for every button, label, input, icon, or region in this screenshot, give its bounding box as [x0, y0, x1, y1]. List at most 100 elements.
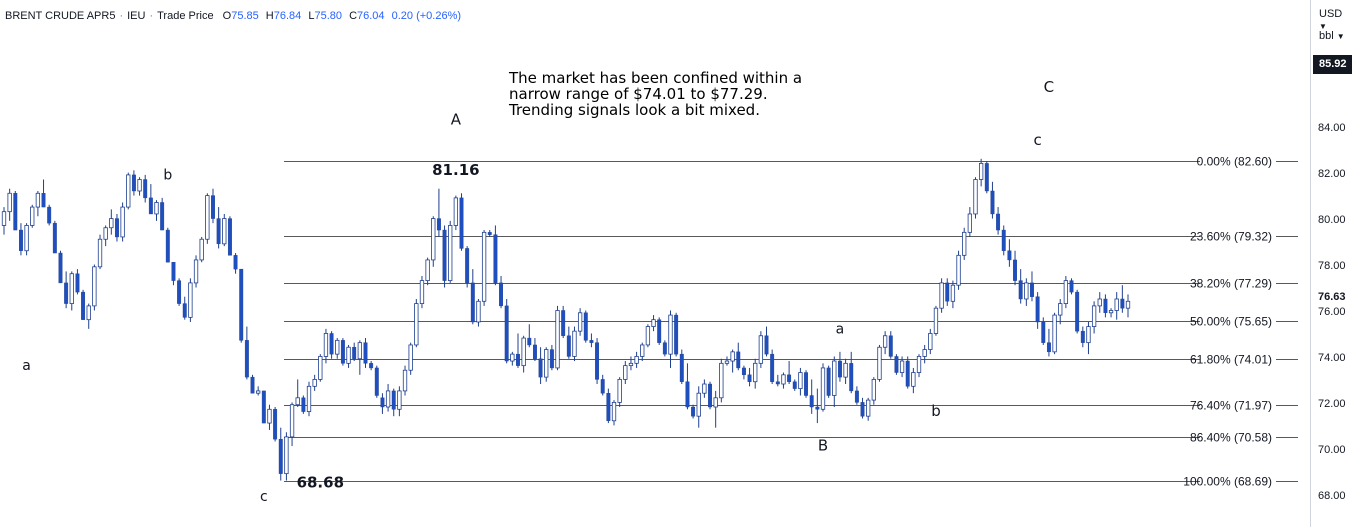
candle-body [278, 438, 283, 474]
candle-body [487, 232, 492, 235]
candle-body [75, 273, 80, 293]
price-label: 68.68 [297, 473, 344, 491]
note-line: Trending signals look a bit mixed. [509, 101, 760, 119]
candle-body [205, 195, 210, 240]
candle-body [1063, 280, 1069, 304]
candle-body [775, 381, 780, 385]
candle-body [273, 409, 278, 440]
high-price-tag: 85.92 [1313, 55, 1352, 74]
wave-label: A [451, 110, 462, 128]
candle-body [211, 195, 215, 219]
analysis-note: The market has been confined within a na… [509, 70, 802, 118]
price-axis-tick: 80.00 [1318, 213, 1346, 226]
candle-body [115, 218, 119, 238]
candle-body [882, 335, 888, 348]
candle-body [323, 333, 329, 357]
chart-area[interactable]: 0.00% (82.60) 23.60% (79.32) 38.20% (77.29… [0, 0, 1310, 527]
candle-body [600, 379, 605, 394]
candle-body [549, 349, 554, 369]
candle-body [640, 344, 645, 357]
candle-body [589, 340, 594, 343]
candle-body [1086, 326, 1091, 344]
symbol-name[interactable]: BRENT CRUDE APR5 [5, 10, 116, 22]
candle-body [843, 362, 848, 378]
candle-body [792, 381, 797, 389]
price-axis-tick: 76.00 [1318, 305, 1346, 318]
low-key: L [308, 10, 315, 22]
candle-body [854, 390, 859, 403]
candle-body [346, 346, 351, 364]
candle-body [702, 383, 707, 394]
candle-body [408, 344, 413, 371]
candle-body [160, 202, 165, 231]
candle-body [849, 363, 854, 392]
candle-body [555, 310, 560, 369]
candle-body [97, 238, 103, 268]
candle-body [679, 353, 684, 382]
candle-body [244, 340, 249, 378]
candle-body [425, 259, 430, 282]
candlestick-chart[interactable]: 0.00% (82.60) 23.60% (79.32) 38.20% (77.29… [0, 0, 1310, 527]
candle-body [826, 367, 831, 396]
candle-body [312, 379, 317, 387]
candle-body [352, 347, 357, 359]
candle-body [1108, 310, 1114, 314]
currency-selector[interactable]: USD ▼ [1319, 8, 1352, 32]
candle-body [69, 273, 74, 304]
candle-body [335, 339, 340, 355]
candle-body [916, 356, 922, 373]
candle-body [990, 190, 995, 215]
candle-body [199, 238, 204, 261]
candle-body [24, 225, 29, 252]
note-line: narrow range of $74.01 to $77.29. [509, 85, 768, 103]
fib-level-label: 61.80% (74.01) [1190, 353, 1272, 367]
price-axis-tick: 78.00 [1318, 259, 1346, 272]
unit-selector[interactable]: bbl ▼ [1319, 30, 1345, 42]
candle-body [222, 218, 227, 245]
candle-body [30, 206, 35, 226]
unit-label: bbl [1319, 30, 1334, 42]
candle-body [781, 374, 786, 385]
candle-body [120, 206, 125, 238]
candle-body [1001, 229, 1006, 251]
candle-body [945, 282, 950, 302]
price-axis[interactable]: USD ▼ bbl ▼ 85.92 68.00 70.00 72.00 74.00 76… [1310, 0, 1352, 527]
candle-body [674, 314, 679, 355]
candle-body [504, 305, 509, 362]
close-key: C [349, 10, 358, 22]
wave-label: b [931, 402, 941, 420]
wave-label: c [260, 489, 268, 505]
high-key: H [265, 10, 274, 22]
candle-body [832, 360, 837, 396]
candle-body [696, 392, 701, 417]
candle-body [758, 335, 764, 364]
candle-body [595, 342, 600, 380]
candle-body [171, 262, 176, 281]
candle-body [261, 390, 266, 424]
candle-body [933, 307, 939, 334]
fib-level-label: 86.40% (70.58) [1190, 431, 1272, 445]
candle-body [470, 282, 475, 323]
candle-body [109, 218, 114, 229]
note-line: The market has been confined within a [509, 69, 803, 87]
candle-body [538, 358, 543, 378]
candle-body [798, 372, 803, 390]
candle-body [419, 280, 425, 304]
candle-body [657, 319, 662, 343]
candle-body [645, 326, 651, 346]
price-label: 81.16 [432, 161, 479, 179]
candle-body [448, 225, 453, 282]
candle-body [651, 319, 656, 327]
candle-body [465, 248, 470, 284]
candle-body [809, 395, 814, 408]
candle-body [1120, 298, 1125, 309]
candle-body [527, 337, 532, 346]
candle-body [357, 342, 362, 360]
candle-body [877, 346, 882, 380]
candle-body [950, 284, 956, 302]
candle-body [611, 401, 617, 422]
candle-body [973, 179, 978, 215]
candle-body [154, 202, 159, 215]
fib-level-label: 23.60% (79.32) [1190, 230, 1272, 244]
wave-label: c [1034, 131, 1042, 149]
